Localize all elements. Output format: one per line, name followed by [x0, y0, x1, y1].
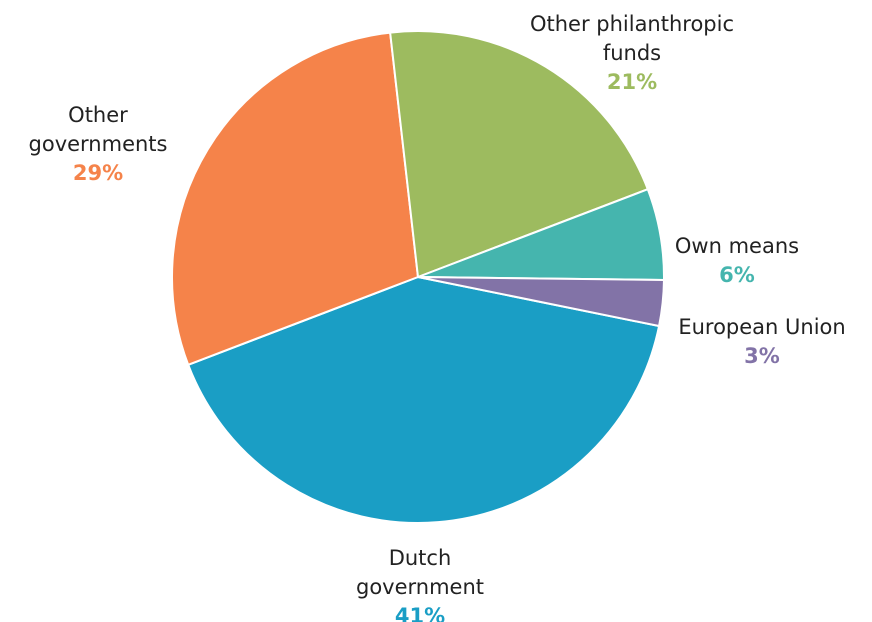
pie-label-name-4-0: European Union [678, 315, 845, 339]
pie-label-name-2-0: Other philanthropic [530, 12, 734, 36]
pie-label-value-0: 41% [395, 604, 445, 622]
pie-label-value-2: 21% [607, 70, 657, 94]
pie-label-4: European Union 3% [678, 315, 845, 368]
pie-slices [172, 31, 664, 523]
pie-label-0: Dutch government 41% [356, 546, 484, 622]
pie-label-name-0-0: Dutch [389, 546, 452, 570]
pie-label-name-1-1: governments [29, 132, 168, 156]
pie-label-value-3: 6% [719, 263, 755, 287]
pie-label-value-1: 29% [73, 161, 123, 185]
pie-label-name-1-0: Other [68, 103, 128, 127]
pie-label-value-4: 3% [744, 344, 780, 368]
pie-label-name-2-1: funds [603, 41, 661, 65]
pie-label-1: Other governments 29% [29, 103, 168, 185]
pie-label-name-3-0: Own means [675, 234, 799, 258]
pie-label-3: Own means 6% [675, 234, 799, 287]
pie-label-name-0-1: government [356, 575, 484, 599]
